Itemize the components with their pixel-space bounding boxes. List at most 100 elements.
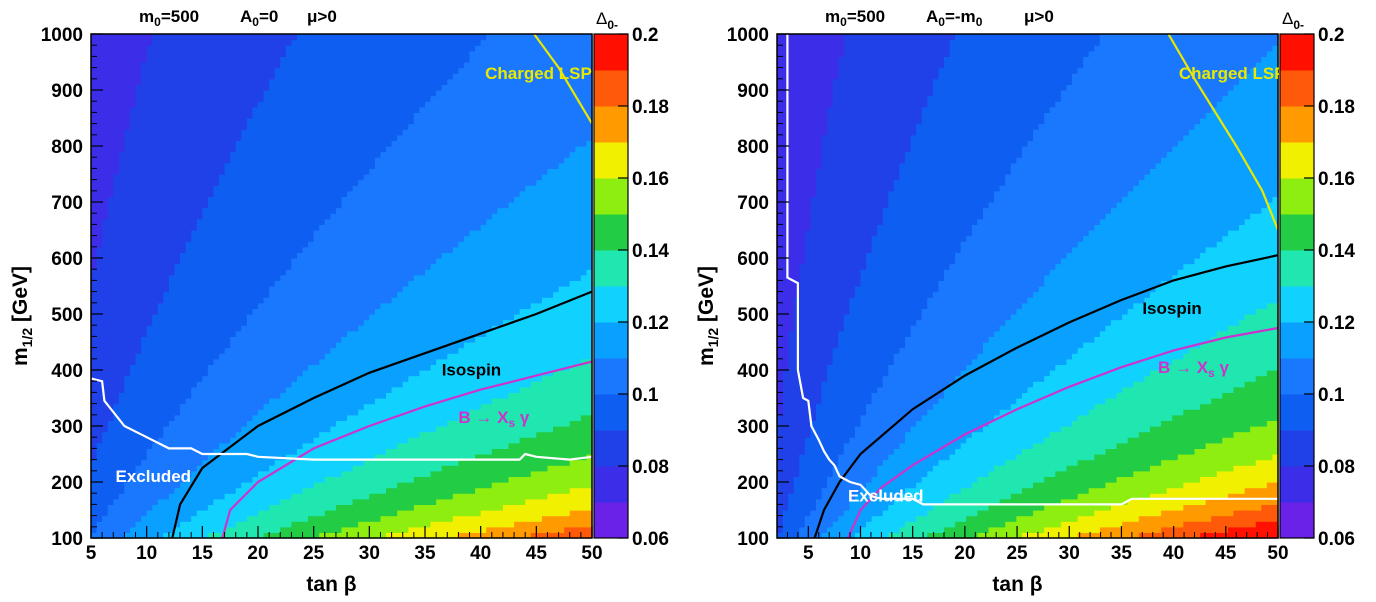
heatmap-cell [196,358,203,365]
heatmap-cell [196,151,203,158]
heatmap-cell [196,403,203,410]
heatmap-cell [224,314,231,321]
heatmap-cell [146,235,153,242]
heatmap-cell [191,465,198,472]
heatmap-cell [391,162,398,169]
heatmap-cell [252,224,259,231]
heatmap-cell [213,308,220,315]
heatmap-cell [335,353,343,360]
heatmap-cell [185,330,192,337]
heatmap-cell [263,218,270,225]
heatmap-cell [141,487,148,494]
heatmap-cell [113,409,120,416]
heatmap-cell [246,426,254,433]
heatmap-cell [124,470,131,477]
heatmap-cell [185,426,192,433]
heatmap-cell [180,196,187,203]
heatmap-cell [241,465,248,472]
heatmap-cell [296,185,304,192]
heatmap-cell [180,45,187,52]
heatmap-cell [207,414,215,421]
heatmap-cell [280,213,287,220]
heatmap-cell [302,78,309,85]
heatmap-cell [168,493,176,500]
heatmap-cell [157,325,164,332]
heatmap-cell [369,90,376,97]
heatmap-cell [363,213,370,220]
heatmap-cell [324,67,331,74]
heatmap-cell [252,526,259,533]
heatmap-cell [219,314,226,321]
heatmap-cell [207,409,215,416]
heatmap-cell [252,280,259,287]
heatmap-cell [135,442,142,449]
heatmap-cell [235,414,242,421]
heatmap-cell [358,398,365,405]
heatmap-cell [129,129,137,136]
heatmap-cell [391,140,398,147]
heatmap-cell [96,493,103,500]
heatmap-cell [313,515,320,522]
heatmap-cell [152,498,159,505]
heatmap-cell [308,56,315,63]
heatmap-cell [358,78,365,85]
heatmap-cell [397,302,404,309]
heatmap-cell [219,151,226,158]
heatmap-cell [113,465,120,472]
heatmap-cell [285,218,292,225]
heatmap-cell [397,465,404,472]
heatmap-cell [129,179,137,186]
heatmap-cell [124,168,131,175]
heatmap-cell [280,437,287,444]
heatmap-cell [291,179,298,186]
heatmap-cell [129,39,137,46]
heatmap-cell [391,101,398,108]
heatmap-cell [308,459,315,466]
heatmap-cell [308,207,315,214]
heatmap-cell [185,151,192,158]
heatmap-cell [241,409,248,416]
heatmap-cell [124,252,131,259]
heatmap-cell [124,319,131,326]
heatmap-cell [302,409,309,416]
heatmap-cell [224,409,231,416]
heatmap-cell [269,269,276,276]
heatmap-cell [157,370,164,377]
heatmap-cell [280,431,287,438]
heatmap-cell [152,504,159,511]
heatmap-cell [157,246,164,253]
heatmap-cell [391,190,398,197]
heatmap-cell [96,56,103,63]
heatmap-cell [135,168,142,175]
heatmap-cell [91,336,98,343]
heatmap-cell [285,386,292,393]
heatmap-cell [258,56,265,63]
heatmap-cell [274,84,281,91]
heatmap-cell [124,504,131,511]
heatmap-cell [369,218,376,225]
heatmap-cell [185,112,192,119]
heatmap-cell [296,218,304,225]
heatmap-cell [252,431,259,438]
heatmap-cell [168,426,176,433]
heatmap-cell [374,510,382,517]
heatmap-cell [135,392,142,399]
heatmap-cell [347,112,354,119]
heatmap-cell [96,353,103,360]
heatmap-cell [230,342,237,349]
heatmap-cell [263,67,270,74]
heatmap-cell [302,157,309,164]
heatmap-cell [224,426,231,433]
heatmap-cell [96,532,103,539]
heatmap-cell [347,336,354,343]
heatmap-cell [363,258,370,265]
heatmap-cell [113,515,120,522]
heatmap-cell [235,342,242,349]
heatmap-cell [274,274,281,281]
heatmap-cell [118,146,125,153]
heatmap-cell [285,185,292,192]
heatmap-cell [308,235,315,242]
heatmap-cell [330,73,337,80]
heatmap-cell [168,235,176,242]
heatmap-cell [102,179,109,186]
